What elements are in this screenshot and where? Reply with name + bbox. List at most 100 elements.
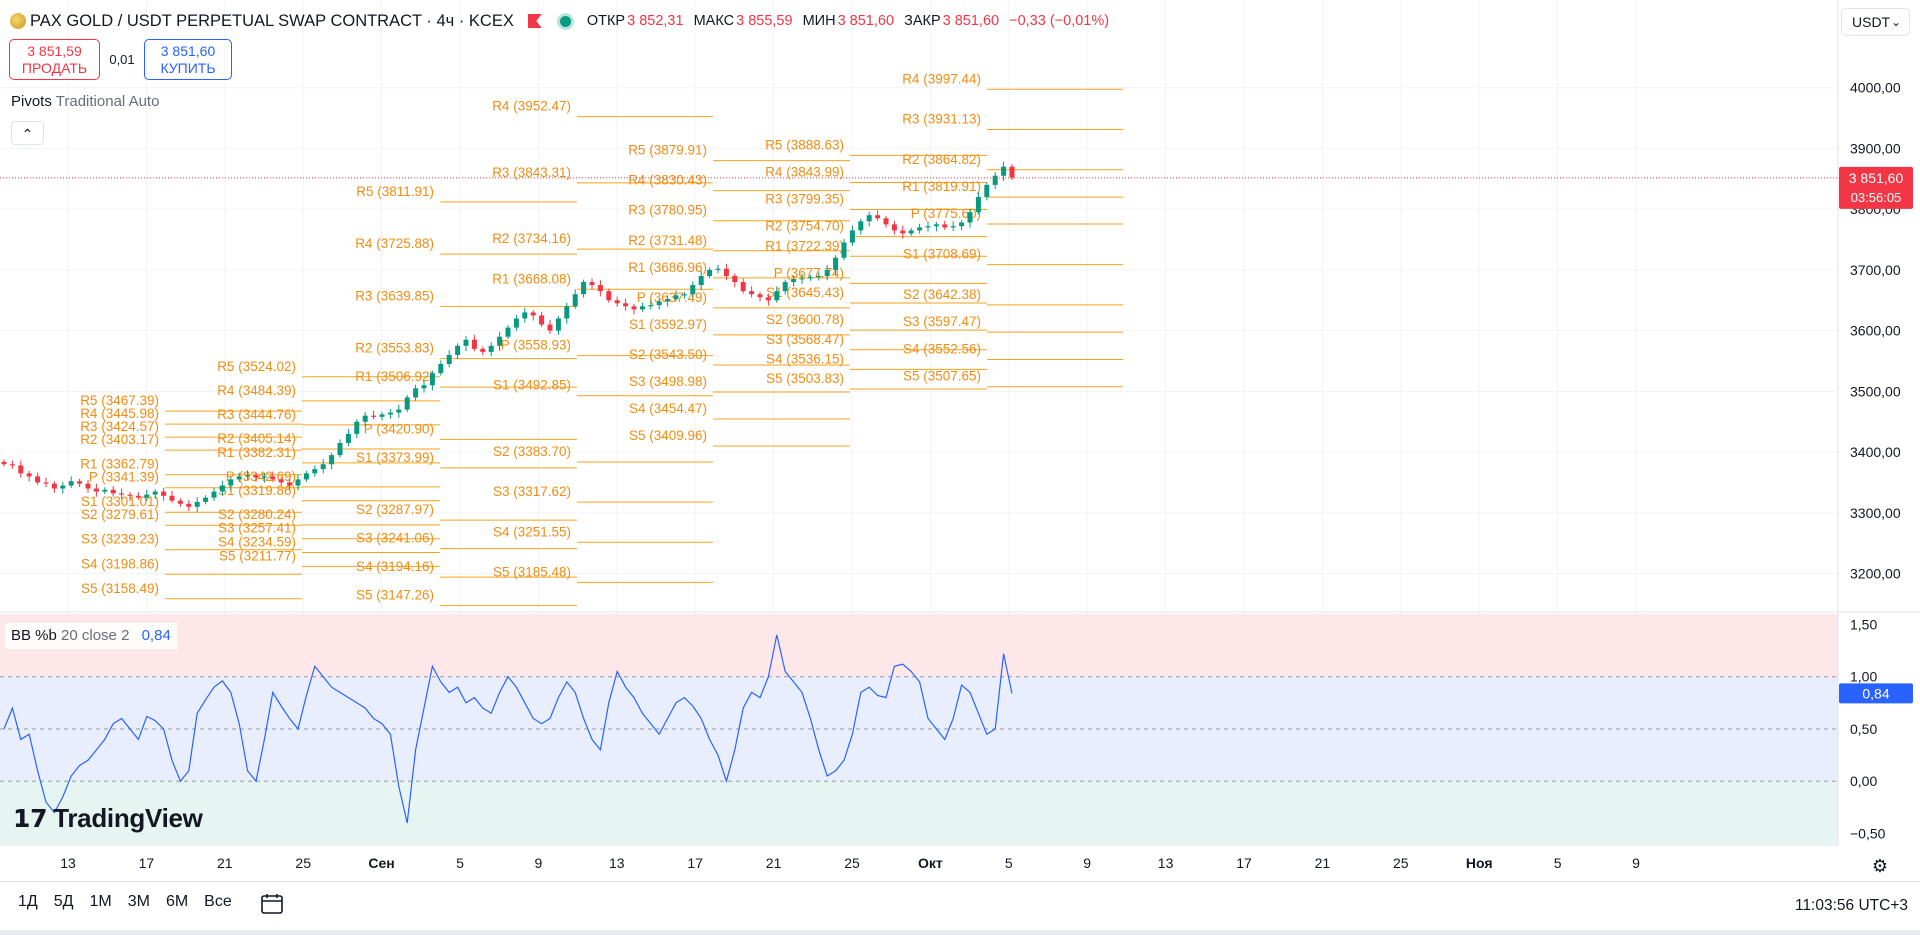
- candle-body: [219, 485, 225, 492]
- pivot-level-label: S2 (3600.78): [766, 312, 844, 327]
- high-value: 3 855,59: [736, 13, 793, 29]
- pivot-level-label: R1 (3686.96): [628, 260, 707, 275]
- clock[interactable]: 11:03:56 UTC+3: [1794, 897, 1908, 914]
- range-5d-button[interactable]: 5Д: [53, 893, 74, 910]
- pivot-level-label: S4 (3552.56): [903, 341, 981, 356]
- range-3m-button[interactable]: 3M: [127, 893, 150, 910]
- candle-body: [639, 306, 645, 310]
- pivot-level-label: S5 (3158.49): [81, 581, 159, 596]
- time-axis-tick: 9: [1083, 855, 1091, 871]
- symbol-title[interactable]: PAX GOLD / USDT PERPETUAL SWAP CONTRACT …: [30, 11, 514, 30]
- candle-body: [807, 277, 813, 279]
- logo-text: TradingView: [53, 803, 203, 833]
- candle-body: [387, 412, 393, 415]
- tradingview-logo-icon: 𝟭𝟳: [13, 804, 48, 833]
- oscillator-legend[interactable]: BB %b 20 close 2 0,84: [5, 623, 177, 649]
- collapse-legend-button[interactable]: ⌃: [11, 121, 44, 145]
- time-axis-tick: 9: [1632, 855, 1640, 871]
- candle-body: [186, 503, 192, 507]
- candle-body: [480, 348, 486, 352]
- candle-body: [606, 291, 612, 301]
- candle-body: [505, 327, 511, 337]
- time-axis-tick: 13: [609, 855, 625, 871]
- pivot-level-label: R1 (3362.79): [80, 457, 159, 472]
- candle-body: [135, 495, 141, 498]
- candle-body: [429, 373, 435, 386]
- osc-oversold-zone: [0, 781, 1838, 846]
- pivot-level-label: R4 (3997.44): [902, 71, 981, 86]
- range-1m-button[interactable]: 1M: [89, 893, 112, 910]
- market-status-icon[interactable]: [559, 15, 571, 27]
- pivots-name: Pivots: [11, 93, 52, 110]
- pivots-indicator-legend[interactable]: Pivots Traditional Auto: [11, 93, 159, 110]
- range-6m-button[interactable]: 6M: [165, 893, 189, 910]
- price-axis-tick: 4000,00: [1850, 80, 1901, 96]
- flag-icon[interactable]: [527, 14, 542, 28]
- candle-body: [413, 388, 419, 398]
- sell-label: ПРОДАТЬ: [21, 60, 88, 76]
- candle-body: [497, 336, 503, 346]
- candle-body: [774, 291, 780, 301]
- candle-body: [177, 500, 183, 504]
- candle-body: [303, 473, 309, 480]
- candle-body: [43, 482, 49, 484]
- pivot-level-label: S5 (3503.83): [766, 371, 844, 386]
- range-all-button[interactable]: Все: [204, 893, 232, 910]
- candle-body: [421, 385, 427, 389]
- range-1d-button[interactable]: 1Д: [18, 893, 38, 910]
- buy-price: 3 851,60: [160, 43, 216, 59]
- time-axis-tick: Окт: [918, 855, 943, 871]
- buy-button[interactable]: 3 851,60 КУПИТЬ: [144, 39, 232, 80]
- time-axis-tick: Ноя: [1466, 855, 1493, 871]
- pivot-level-label: S2 (3279.61): [81, 507, 159, 522]
- currency-selector[interactable]: USDT ⌄: [1841, 8, 1910, 36]
- time-axis-tick: 25: [1393, 855, 1409, 871]
- osc-axis-tick: 0,00: [1850, 773, 1877, 789]
- oscillator-value: 0,84: [141, 627, 171, 644]
- time-axis-tick: 13: [60, 855, 76, 871]
- pivot-level-label: R2 (3864.82): [902, 152, 981, 167]
- gear-icon[interactable]: ⚙: [1871, 856, 1889, 876]
- candle-body: [228, 479, 234, 486]
- candle-body: [18, 465, 24, 474]
- pivot-level-label: R5 (3888.63): [765, 137, 844, 152]
- osc-value-label: 0,84: [1862, 685, 1889, 701]
- candle-body: [782, 282, 788, 292]
- candle-body: [698, 275, 704, 286]
- pivot-level-label: R4 (3952.47): [492, 99, 571, 114]
- candle-body: [942, 224, 948, 228]
- pivot-level-label: P (3420.90): [364, 421, 434, 436]
- pivot-level-label: R4 (3484.39): [217, 383, 296, 398]
- pivot-level-label: S4 (3251.55): [493, 524, 571, 539]
- sell-button[interactable]: 3 851,59 ПРОДАТЬ: [9, 39, 100, 80]
- osc-value-badge: [1839, 683, 1913, 704]
- candle-body: [623, 303, 629, 307]
- last-price-label: 3 851,60: [1849, 170, 1904, 186]
- candle-body: [51, 483, 57, 489]
- change-value: −0,33 (−0,01%): [1009, 13, 1110, 29]
- candle-body: [93, 488, 99, 492]
- time-axis-tick: 5: [456, 855, 464, 871]
- pivot-level-label: S4 (3198.86): [81, 556, 159, 571]
- calendar-icon[interactable]: [259, 892, 285, 916]
- candle-body: [975, 197, 981, 213]
- candle-body: [572, 294, 578, 307]
- pivot-level-label: S3 (3568.47): [766, 332, 844, 347]
- pivots-settings: Traditional Auto: [55, 93, 160, 110]
- candle-body: [1, 461, 7, 465]
- candle-body: [161, 491, 167, 496]
- time-axis-tick: 25: [295, 855, 311, 871]
- pivot-level-label: R4 (3725.88): [355, 236, 434, 251]
- pivot-level-label: R3 (3424.57): [80, 419, 159, 434]
- price-axis-tick: 3400,00: [1850, 444, 1901, 460]
- pivot-level-label: R2 (3731.48): [628, 233, 707, 248]
- pivot-level-label: P (3775.60): [911, 206, 981, 221]
- symbol-header: PAX GOLD / USDT PERPETUAL SWAP CONTRACT …: [10, 9, 1109, 33]
- pivot-level-label: S2 (3383.70): [493, 444, 571, 459]
- tradingview-logo[interactable]: 𝟭𝟳 TradingView: [13, 803, 203, 834]
- candle-body: [841, 242, 847, 258]
- pivot-level-label: R5 (3467.39): [80, 393, 159, 408]
- candle-body: [471, 339, 477, 349]
- candle-body: [707, 269, 713, 276]
